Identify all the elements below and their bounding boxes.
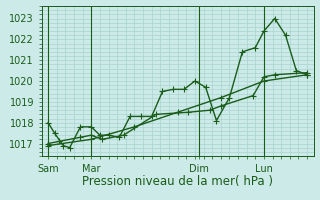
X-axis label: Pression niveau de la mer( hPa ): Pression niveau de la mer( hPa ) [82, 175, 273, 188]
